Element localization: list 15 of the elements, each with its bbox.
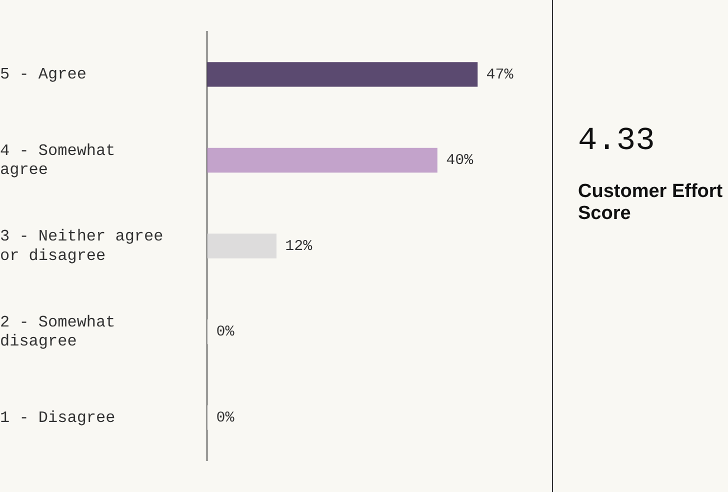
data-label: 47% bbox=[486, 66, 514, 84]
bar bbox=[207, 148, 438, 173]
data-label: 0% bbox=[216, 409, 236, 426]
y-tick-label: 3 - Neither agree or disagree bbox=[0, 228, 164, 265]
data-label: 40% bbox=[446, 152, 474, 170]
y-tick-label: 4 - Somewhat agree bbox=[0, 142, 116, 180]
bar bbox=[207, 62, 478, 87]
text: Customer Effort Score bbox=[578, 181, 724, 225]
data-label: 0% bbox=[216, 324, 236, 341]
y-tick-label: 1 - Disagree bbox=[0, 408, 116, 427]
text: 4.33 bbox=[578, 122, 656, 159]
bar bbox=[207, 234, 277, 258]
y-tick-label: 2 - Somewhat disagree bbox=[0, 313, 116, 351]
y-tick-label: 5 - Agree bbox=[0, 66, 86, 84]
data-label: 12% bbox=[285, 238, 314, 255]
